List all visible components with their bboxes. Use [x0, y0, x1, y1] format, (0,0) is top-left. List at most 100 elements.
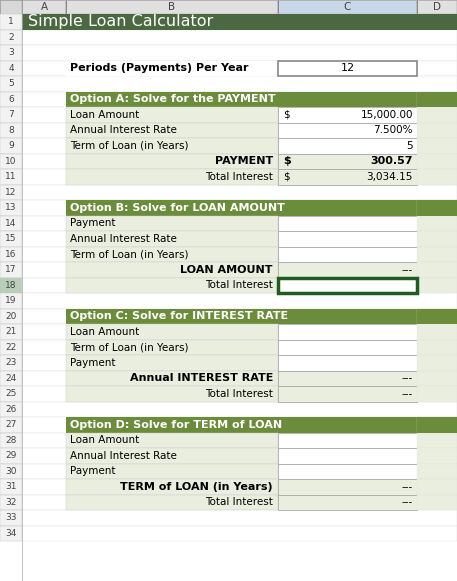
Bar: [66, 494, 278, 510]
Text: 29: 29: [5, 451, 17, 460]
Bar: [0, 278, 22, 293]
Bar: [22, 401, 457, 417]
Bar: [0, 76, 22, 91]
Bar: [22, 432, 457, 448]
Bar: [66, 0, 67, 14]
Bar: [22, 216, 457, 231]
Text: 22: 22: [5, 343, 16, 352]
Bar: [278, 355, 417, 371]
Text: 32: 32: [5, 498, 17, 507]
Text: 1: 1: [8, 17, 14, 26]
Text: 300.57: 300.57: [371, 156, 413, 166]
Bar: [66, 479, 278, 494]
Bar: [0, 60, 22, 76]
Bar: [66, 0, 278, 14]
Bar: [66, 153, 278, 169]
Bar: [417, 91, 457, 107]
Text: Option D: Solve for TERM of LOAN: Option D: Solve for TERM of LOAN: [70, 419, 282, 430]
Bar: [22, 14, 457, 30]
Text: PAYMENT: PAYMENT: [215, 156, 273, 166]
Bar: [0, 510, 22, 525]
Bar: [0, 231, 22, 246]
Bar: [22, 169, 457, 185]
Bar: [66, 216, 278, 231]
Bar: [417, 278, 457, 293]
Text: 26: 26: [5, 405, 17, 414]
Text: 8: 8: [8, 125, 14, 135]
Bar: [22, 30, 457, 45]
Text: 12: 12: [340, 63, 355, 73]
Text: $: $: [283, 156, 291, 166]
Bar: [66, 432, 278, 448]
Bar: [22, 262, 457, 278]
Text: 20: 20: [5, 312, 17, 321]
Bar: [22, 494, 457, 510]
Text: Option A: Solve for the PAYMENT: Option A: Solve for the PAYMENT: [70, 94, 276, 104]
Bar: [417, 231, 457, 246]
Text: Total Interest: Total Interest: [205, 389, 273, 399]
Bar: [0, 309, 22, 324]
Bar: [0, 339, 22, 355]
Text: Term of Loan (in Years): Term of Loan (in Years): [70, 141, 188, 150]
Text: A: A: [40, 2, 48, 12]
Text: 31: 31: [5, 482, 17, 492]
Text: D: D: [433, 2, 441, 12]
Bar: [278, 278, 417, 293]
Text: 33: 33: [5, 513, 17, 522]
Bar: [0, 169, 22, 185]
Text: Annual Interest Rate: Annual Interest Rate: [70, 125, 177, 135]
Text: Total Interest: Total Interest: [205, 497, 273, 507]
Bar: [0, 0, 457, 14]
Text: 34: 34: [5, 529, 17, 538]
Bar: [22, 45, 457, 60]
Text: 13: 13: [5, 203, 17, 212]
Text: B: B: [169, 2, 175, 12]
Bar: [0, 216, 22, 231]
Bar: [22, 355, 457, 371]
Bar: [66, 60, 279, 76]
Text: 15,000.00: 15,000.00: [361, 110, 413, 120]
Bar: [22, 293, 457, 309]
Bar: [0, 386, 22, 401]
Text: 2: 2: [8, 33, 14, 42]
Text: Simple Loan Calculator: Simple Loan Calculator: [28, 15, 213, 29]
Bar: [0, 246, 22, 262]
Bar: [0, 185, 22, 200]
Text: 9: 9: [8, 141, 14, 150]
Text: Term of Loan (in Years): Term of Loan (in Years): [70, 342, 188, 352]
Bar: [0, 432, 22, 448]
Bar: [0, 293, 22, 309]
Text: 7.500%: 7.500%: [373, 125, 413, 135]
Bar: [22, 246, 457, 262]
Bar: [417, 417, 457, 432]
Bar: [278, 246, 417, 262]
Bar: [22, 339, 457, 355]
Bar: [22, 107, 457, 123]
Bar: [417, 169, 457, 185]
Bar: [66, 371, 278, 386]
Bar: [278, 138, 417, 153]
Bar: [0, 371, 22, 386]
Bar: [66, 262, 278, 278]
Bar: [417, 123, 457, 138]
Bar: [417, 371, 457, 386]
Text: 25: 25: [5, 389, 17, 398]
Bar: [66, 339, 278, 355]
Bar: [278, 216, 417, 231]
Bar: [417, 324, 457, 339]
Bar: [278, 494, 417, 510]
Bar: [66, 169, 278, 185]
Bar: [278, 432, 417, 448]
Bar: [0, 107, 22, 123]
Bar: [22, 153, 457, 169]
Text: 3: 3: [8, 48, 14, 58]
Bar: [66, 355, 278, 371]
Bar: [22, 231, 457, 246]
Bar: [0, 464, 22, 479]
Text: $: $: [283, 110, 290, 120]
Text: 4: 4: [8, 64, 14, 73]
Bar: [417, 494, 457, 510]
Bar: [278, 231, 417, 246]
Bar: [417, 200, 457, 216]
Text: Option C: Solve for INTEREST RATE: Option C: Solve for INTEREST RATE: [70, 311, 288, 321]
